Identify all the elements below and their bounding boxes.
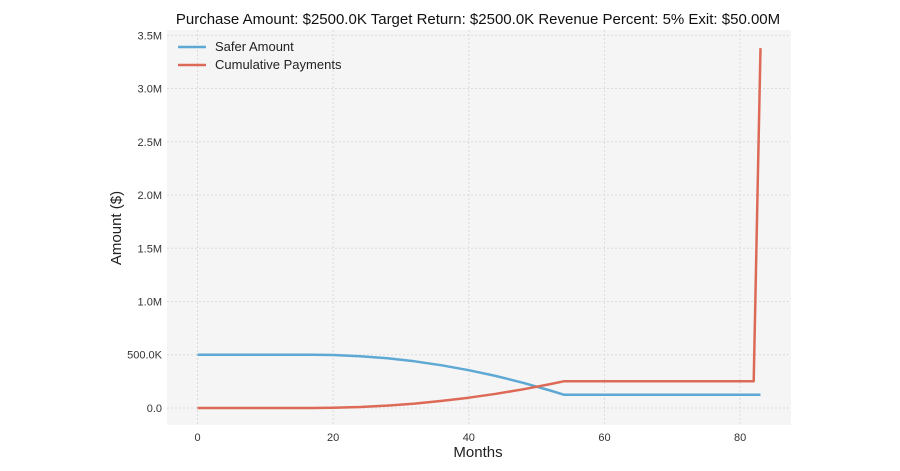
- y-tick-label: 1.0M: [138, 296, 162, 308]
- y-tick-label: 2.5M: [138, 137, 162, 149]
- legend: Safer Amount Cumulative Payments: [178, 39, 342, 72]
- ticks: 0 20 40 60 80 0.0 500.0K 1.0M 1.5M 2.0M 2.5M 3.0M 3.…: [127, 30, 746, 444]
- x-tick-label: 80: [734, 432, 746, 444]
- y-tick-label: 1.5M: [138, 243, 162, 255]
- series-lines: [197, 48, 762, 410]
- series-line-cumulative-payments: [197, 48, 762, 410]
- x-axis-label: Months: [453, 444, 502, 461]
- chart-title: Purchase Amount: $2500.0K Target Return:…: [176, 11, 780, 28]
- legend-label-safer-amount: Safer Amount: [215, 39, 294, 54]
- legend-label-cumulative-payments: Cumulative Payments: [215, 57, 342, 72]
- y-axis-label: Amount ($): [108, 191, 125, 265]
- y-tick-label: 3.5M: [138, 30, 162, 42]
- series-line-safer-amount: [197, 353, 761, 396]
- x-tick-label: 20: [327, 432, 339, 444]
- y-tick-label: 0.0: [147, 403, 162, 415]
- x-tick-label: 0: [194, 432, 200, 444]
- x-tick-label: 40: [463, 432, 475, 444]
- x-tick-label: 60: [598, 432, 610, 444]
- y-tick-label: 2.0M: [138, 190, 162, 202]
- y-tick-label: 500.0K: [127, 350, 163, 362]
- plot-area: [167, 30, 791, 425]
- y-tick-label: 3.0M: [138, 84, 162, 96]
